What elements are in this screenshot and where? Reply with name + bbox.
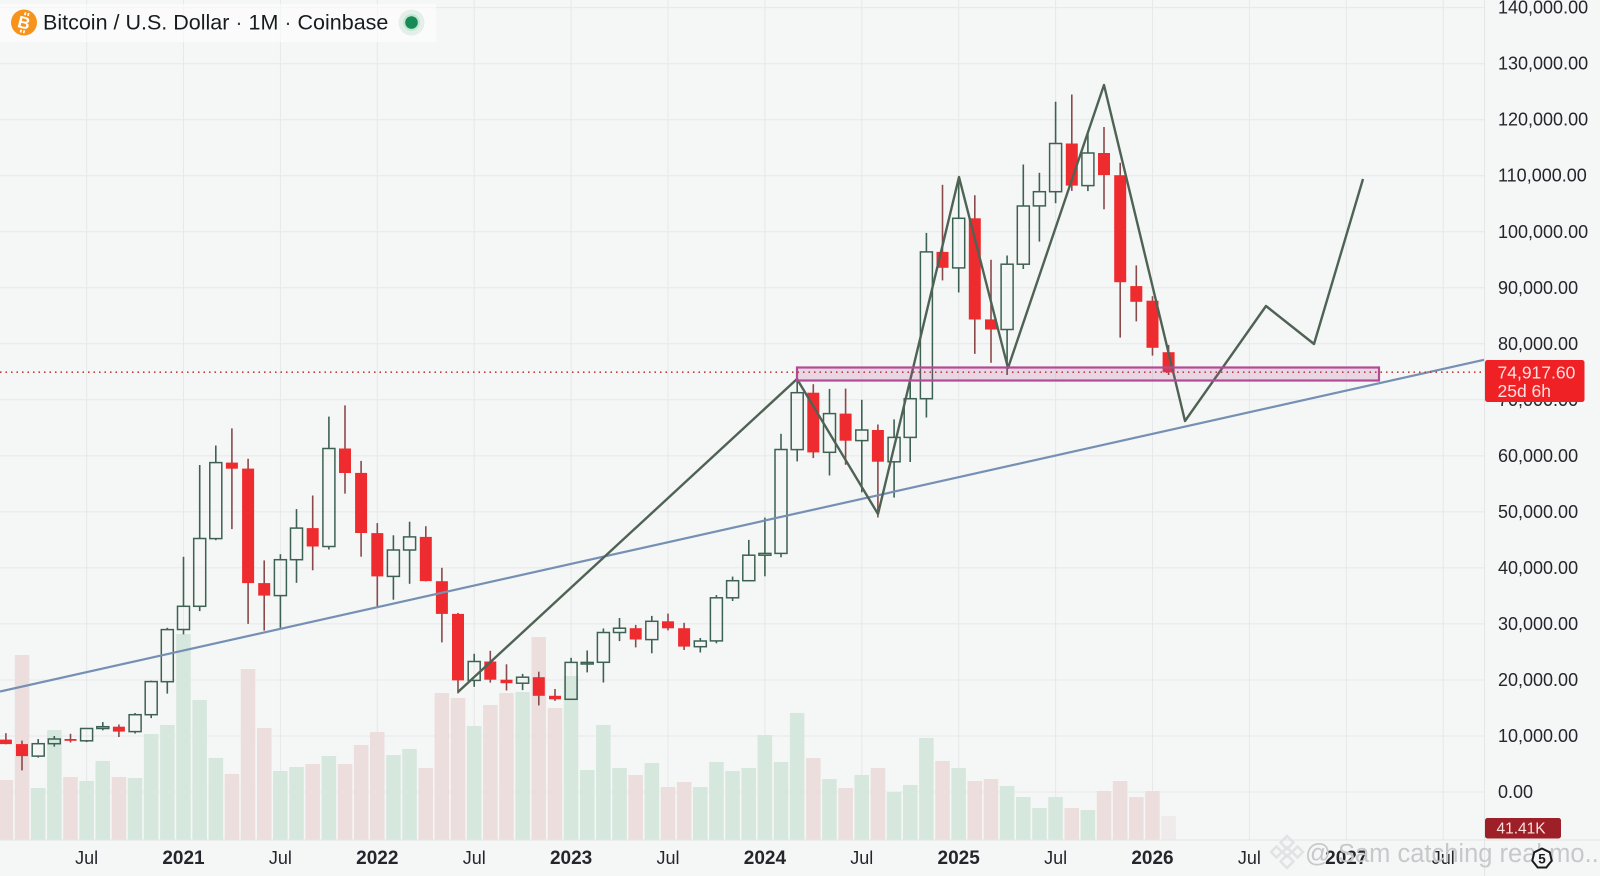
svg-text:10,000.00: 10,000.00 [1498,726,1578,746]
svg-text:130,000.00: 130,000.00 [1498,54,1588,74]
svg-text:90,000.00: 90,000.00 [1498,278,1578,298]
svg-text:2027: 2027 [1325,848,1367,869]
svg-text:0.00: 0.00 [1498,782,1533,802]
svg-text:2021: 2021 [162,848,205,869]
svg-text:100,000.00: 100,000.00 [1498,222,1588,242]
svg-text:Jul: Jul [1238,848,1261,868]
svg-text:Jul: Jul [463,848,486,868]
svg-text:Jul: Jul [75,848,98,868]
svg-text:30,000.00: 30,000.00 [1498,614,1578,634]
svg-text:2025: 2025 [938,848,981,869]
svg-text:Bitcoin / U.S. Dollar · 1M · C: Bitcoin / U.S. Dollar · 1M · Coinbase [43,11,388,35]
svg-text:80,000.00: 80,000.00 [1498,334,1578,354]
svg-text:120,000.00: 120,000.00 [1498,110,1588,130]
svg-text:2022: 2022 [356,848,398,869]
svg-text:@ Sam catching real mo...: @ Sam catching real mo... [1305,840,1600,868]
svg-text:140,000.00: 140,000.00 [1498,0,1588,18]
svg-text:40,000.00: 40,000.00 [1498,558,1578,578]
svg-text:50,000.00: 50,000.00 [1498,502,1578,522]
svg-text:20,000.00: 20,000.00 [1498,670,1578,690]
svg-text:5: 5 [1538,852,1546,867]
svg-text:110,000.00: 110,000.00 [1498,166,1587,186]
svg-text:74,917.60: 74,917.60 [1498,363,1576,383]
svg-text:Jul: Jul [656,848,679,868]
svg-text:Jul: Jul [850,848,873,868]
svg-text:B: B [16,12,33,33]
svg-text:60,000.00: 60,000.00 [1498,446,1578,466]
svg-text:2026: 2026 [1131,848,1173,869]
svg-text:2023: 2023 [550,848,592,869]
svg-text:Jul: Jul [1044,848,1067,868]
svg-text:41.41K: 41.41K [1497,821,1547,838]
svg-text:2024: 2024 [744,848,787,869]
svg-text:25d 6h: 25d 6h [1498,381,1552,401]
svg-text:Jul: Jul [1432,848,1455,868]
svg-text:Jul: Jul [269,848,292,868]
